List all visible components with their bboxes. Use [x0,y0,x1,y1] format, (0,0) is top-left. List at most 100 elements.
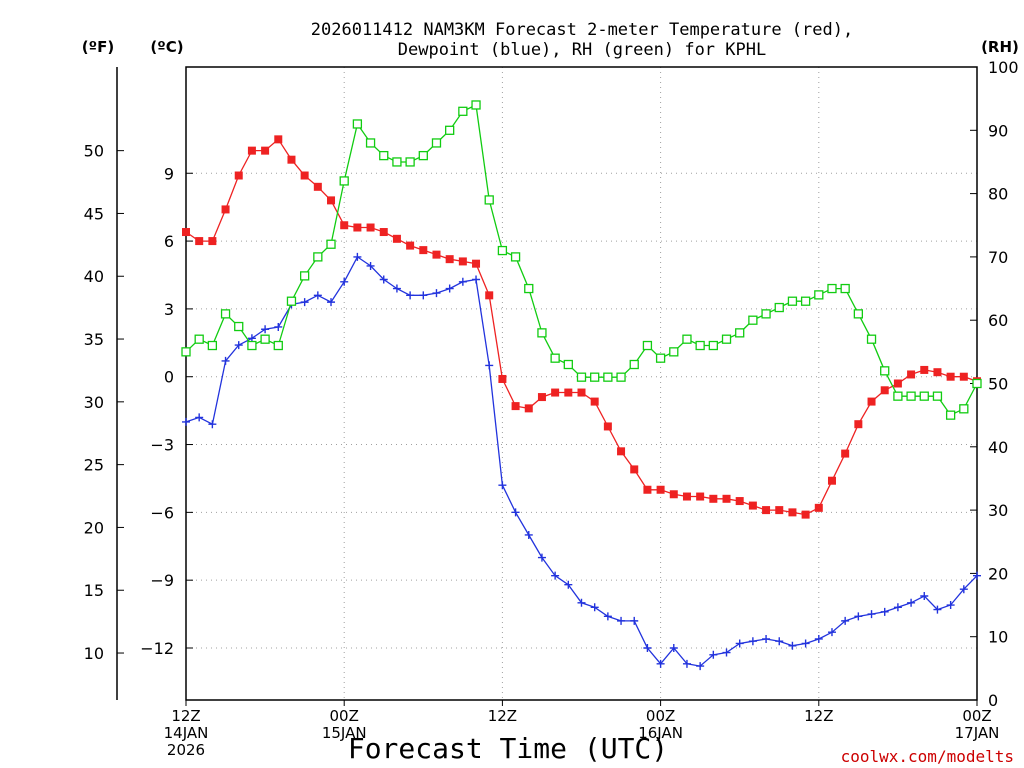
dewpoint-point [827,628,836,637]
2-meter-temperature-point [458,257,467,266]
dewpoint-point [907,598,916,607]
rh-point [379,150,389,161]
dewpoint-point [353,252,362,261]
2-meter-temperature-point [907,370,916,379]
dewpoint-point [841,616,850,625]
rh-point [655,353,666,363]
2-meter-temperature-point [841,449,850,458]
2-meter-temperature-point [827,476,836,485]
rh-point [352,119,363,129]
rh-tick-label: 20 [988,564,1008,583]
dewpoint-point [366,261,375,270]
dewpoint-point [880,607,889,616]
2-meter-temperature-point [313,182,322,191]
2-meter-temperature-point [722,494,731,503]
rh-point [682,334,692,344]
rh-point [708,340,718,351]
fahrenheit-tick-label: 40 [84,267,104,286]
rh-point [550,353,560,363]
rh-point [906,391,916,401]
rh-point [484,195,494,205]
celsius-tick-label: −9 [150,571,174,590]
2-meter-temperature-point [537,393,546,402]
2-meter-temperature-point [221,205,230,214]
fahrenheit-tick-label: 45 [84,204,104,223]
rh-tick-label: 50 [988,375,1008,394]
dewpoint-point [261,325,270,334]
rh-point [761,309,771,319]
rh-point [695,340,705,351]
dewpoint-point [920,592,929,601]
rh-point [827,283,837,294]
dewpoint-point [551,571,560,580]
x-tick-label: 16JAN [638,724,683,742]
rh-tick-label: 60 [988,311,1008,330]
dewpoint-point [682,659,691,668]
2-meter-temperature-point [379,228,388,237]
2-meter-temperature-point [472,259,481,268]
rh-point [247,340,257,351]
celsius-tick-label: 0 [164,368,174,387]
dewpoint-point [762,634,771,643]
dewpoint-point [564,580,573,589]
rh-point [919,391,929,401]
rh-point [339,176,349,186]
rh-tick-label: 0 [988,691,998,710]
dewpoint-point [274,322,283,331]
dewpoint-point [867,610,876,619]
2-meter-temperature-point [867,397,876,406]
dewpoint-point [959,585,968,594]
rh-point [194,334,204,344]
rh-point [616,372,626,382]
2-meter-temperature-point [920,365,929,374]
fahrenheit-tick-label: 30 [84,393,104,412]
rh-tick-label: 30 [988,501,1008,520]
2-meter-temperature-point [208,237,217,246]
rh-point [405,157,415,167]
2-meter-temperature-point [485,291,494,300]
rh-point [365,138,376,148]
x-tick-label: 15JAN [322,724,367,742]
dewpoint-point [432,289,441,298]
x-tick-label: 00Z [962,707,991,725]
dewpoint-point [485,361,494,370]
rh-point [721,334,732,344]
rh-point [260,334,270,344]
2-meter-temperature-point [445,255,454,264]
2-meter-temperature-point [590,397,599,406]
2-meter-temperature-point [617,447,626,456]
2-meter-temperature-point [814,503,823,512]
2-meter-temperature-point [682,492,691,501]
2-meter-temperature-point [893,379,902,388]
dewpoint-point [445,284,454,293]
rh-point [959,404,969,414]
2-meter-temperature-point [182,228,190,237]
data-series [181,100,982,671]
rh-point [220,309,231,319]
rh-point [866,334,877,344]
dewpoint-point [893,603,902,612]
2-meter-temperature-point [327,196,336,205]
x-tick-label: 2026 [167,741,205,759]
2-meter-temperature-point [959,372,968,381]
dewpoint-point [221,356,230,365]
rh-point [497,245,508,256]
rh-point [840,283,850,294]
2-meter-temperature-point [801,510,810,519]
fahrenheit-tick-label: 20 [84,518,104,537]
2-meter-temperature-point [511,402,520,411]
celsius-tick-label: 9 [164,164,174,183]
dewpoint-point [234,341,243,350]
2-meter-temperature-point [762,506,771,515]
x-tick-label: 12Z [804,707,833,725]
dewpoint-point [775,637,784,646]
rh-point [471,100,481,110]
2-meter-temperature-point [946,372,955,381]
chart-title-line1: 2026011412 NAM3KM Forecast 2-meter Tempe… [311,20,853,40]
rh-point [181,347,191,357]
2-meter-temperature-point [498,374,507,383]
rh-tick-label: 10 [988,628,1008,647]
dewpoint-point [537,553,546,562]
2-meter-temperature-point [261,146,270,155]
